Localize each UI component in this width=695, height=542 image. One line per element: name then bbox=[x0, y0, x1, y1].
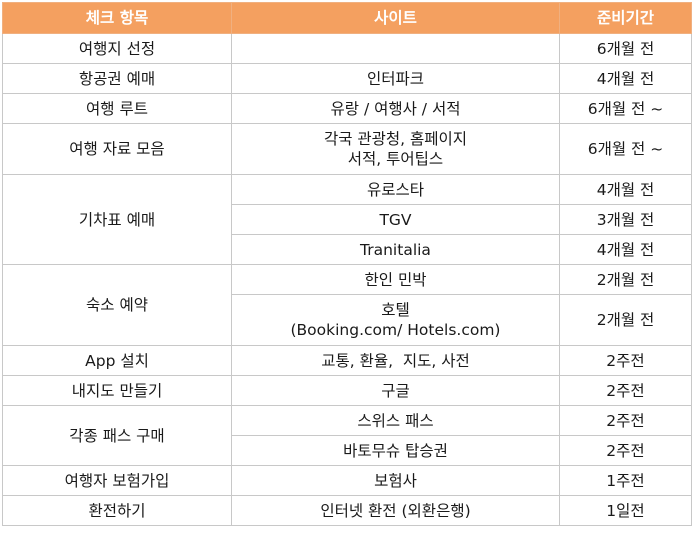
site-cell: 스위스 패스 bbox=[231, 405, 560, 436]
check-item-cell: 여행지 선정 bbox=[2, 33, 232, 64]
check-item-cell: 여행 루트 bbox=[2, 93, 232, 124]
period-cell: 3개월 전 bbox=[559, 204, 692, 235]
table-row: 호텔 (Booking.com/ Hotels.com) 2개월 전 bbox=[3, 294, 692, 346]
table-row: 여행지 선정 6개월 전 bbox=[2, 33, 692, 64]
site-line: 각국 관광청, 홈페이지 bbox=[323, 130, 468, 148]
table-row: 각종 패스 구매 스위스 패스 2주전 bbox=[2, 405, 692, 466]
table-row: 여행자 보험가입 보험사 1주전 bbox=[2, 465, 692, 496]
period-cell: 2주전 bbox=[559, 435, 692, 466]
site-cell: 유로스타 bbox=[231, 174, 560, 205]
period-cell: 2주전 bbox=[559, 345, 692, 376]
period-cell: 6개월 전 ~ bbox=[559, 123, 692, 175]
table-row: 환전하기 인터넷 환전 (외환은행) 1일전 bbox=[2, 495, 692, 526]
preparation-checklist-table: 체크 항목 사이트 준비기간 여행지 선정 6개월 전 항공권 예매 인터파크 … bbox=[2, 2, 692, 526]
table-row: App 설치 교통, 환율, 지도, 사전 2주전 bbox=[2, 345, 692, 376]
check-item-cell: 기차표 예매 bbox=[2, 174, 232, 265]
table-row: 여행 자료 모음 각국 관광청, 홈페이지 서적, 투어팁스 6개월 전 ~ bbox=[2, 123, 692, 175]
table-row: 항공권 예매 인터파크 4개월 전 bbox=[2, 63, 692, 94]
site-cell: 보험사 bbox=[231, 465, 560, 496]
site-cell: 한인 민박 bbox=[231, 264, 560, 295]
header-row: 체크 항목 사이트 준비기간 bbox=[2, 2, 692, 34]
period-cell: 2개월 전 bbox=[559, 294, 692, 346]
site-cell: 교통, 환율, 지도, 사전 bbox=[231, 345, 560, 376]
header-check-item: 체크 항목 bbox=[2, 2, 232, 34]
period-cell: 2주전 bbox=[559, 375, 692, 406]
site-line: 호텔 bbox=[381, 301, 410, 319]
table-row: 기차표 예매 유로스타 4개월 전 bbox=[2, 174, 692, 265]
table-row: TGV 3개월 전 bbox=[3, 204, 692, 235]
check-item-cell: 여행자 보험가입 bbox=[2, 465, 232, 496]
period-cell: 1주전 bbox=[559, 465, 692, 496]
site-line: 서적, 투어팁스 bbox=[347, 150, 444, 168]
site-cell: TGV bbox=[231, 204, 560, 235]
period-cell: 4개월 전 bbox=[559, 174, 692, 205]
site-cell bbox=[231, 33, 560, 64]
table-row: 숙소 예약 한인 민박 2개월 전 bbox=[2, 264, 692, 346]
check-item-cell: 항공권 예매 bbox=[2, 63, 232, 94]
site-cell: 인터파크 bbox=[231, 63, 560, 94]
check-item-cell: 환전하기 bbox=[2, 495, 232, 526]
site-line: (Booking.com/ Hotels.com) bbox=[290, 321, 501, 339]
period-cell: 1일전 bbox=[559, 495, 692, 526]
site-cell: Tranitalia bbox=[231, 234, 560, 265]
check-item-cell: 내지도 만들기 bbox=[2, 375, 232, 406]
period-cell: 4개월 전 bbox=[559, 63, 692, 94]
check-item-cell: 숙소 예약 bbox=[2, 264, 232, 346]
table-row: 내지도 만들기 구글 2주전 bbox=[2, 375, 692, 406]
period-cell: 4개월 전 bbox=[559, 234, 692, 265]
site-cell: 인터넷 환전 (외환은행) bbox=[231, 495, 560, 526]
check-item-cell: 각종 패스 구매 bbox=[2, 405, 232, 466]
period-cell: 2주전 bbox=[559, 405, 692, 436]
site-cell: 호텔 (Booking.com/ Hotels.com) bbox=[231, 294, 560, 346]
site-cell: 유랑 / 여행사 / 서적 bbox=[231, 93, 560, 124]
site-cell: 구글 bbox=[231, 375, 560, 406]
site-cell: 각국 관광청, 홈페이지 서적, 투어팁스 bbox=[231, 123, 560, 175]
header-prep-period: 준비기간 bbox=[559, 2, 692, 34]
site-cell: 바토무슈 탑승권 bbox=[231, 435, 560, 466]
period-cell: 6개월 전 ~ bbox=[559, 93, 692, 124]
period-cell: 6개월 전 bbox=[559, 33, 692, 64]
table-row: 바토무슈 탑승권 2주전 bbox=[3, 435, 692, 466]
table-row: 여행 루트 유랑 / 여행사 / 서적 6개월 전 ~ bbox=[2, 93, 692, 124]
header-site: 사이트 bbox=[231, 2, 560, 34]
period-cell: 2개월 전 bbox=[559, 264, 692, 295]
check-item-cell: 여행 자료 모음 bbox=[2, 123, 232, 175]
check-item-cell: App 설치 bbox=[2, 345, 232, 376]
